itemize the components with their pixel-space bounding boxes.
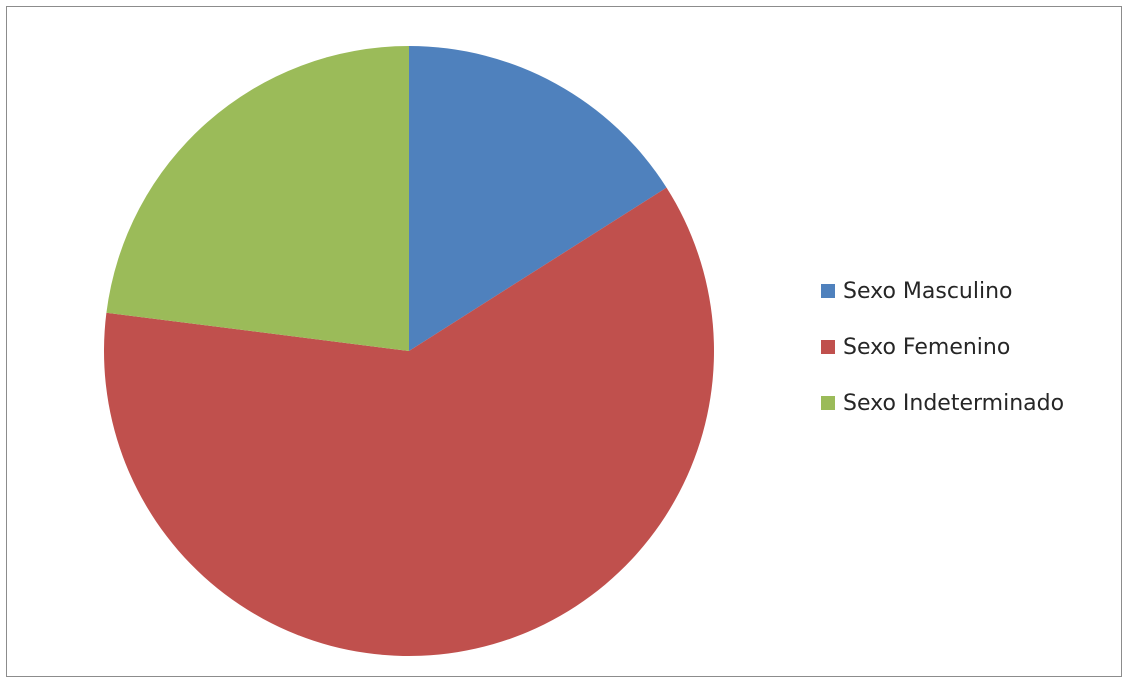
legend-swatch-femenino: [821, 340, 835, 354]
legend-item-indeterminado: Sexo Indeterminado: [821, 389, 1064, 417]
legend-item-femenino: Sexo Femenino: [821, 333, 1064, 361]
pie-slice-sexo-femenino: [103, 187, 715, 657]
legend: Sexo Masculino Sexo Femenino Sexo Indete…: [821, 277, 1064, 445]
legend-swatch-masculino: [821, 284, 835, 298]
legend-swatch-indeterminado: [821, 396, 835, 410]
legend-label-femenino: Sexo Femenino: [843, 334, 1011, 360]
pie-slice-sexo-masculino: [409, 46, 667, 351]
legend-label-masculino: Sexo Masculino: [843, 278, 1013, 304]
pie-chart: [103, 46, 715, 657]
legend-item-masculino: Sexo Masculino: [821, 277, 1064, 305]
chart-area: Sexo Masculino Sexo Femenino Sexo Indete…: [6, 6, 1122, 677]
legend-label-indeterminado: Sexo Indeterminado: [843, 390, 1065, 416]
pie-slice-sexo-indeterminado: [106, 46, 409, 351]
